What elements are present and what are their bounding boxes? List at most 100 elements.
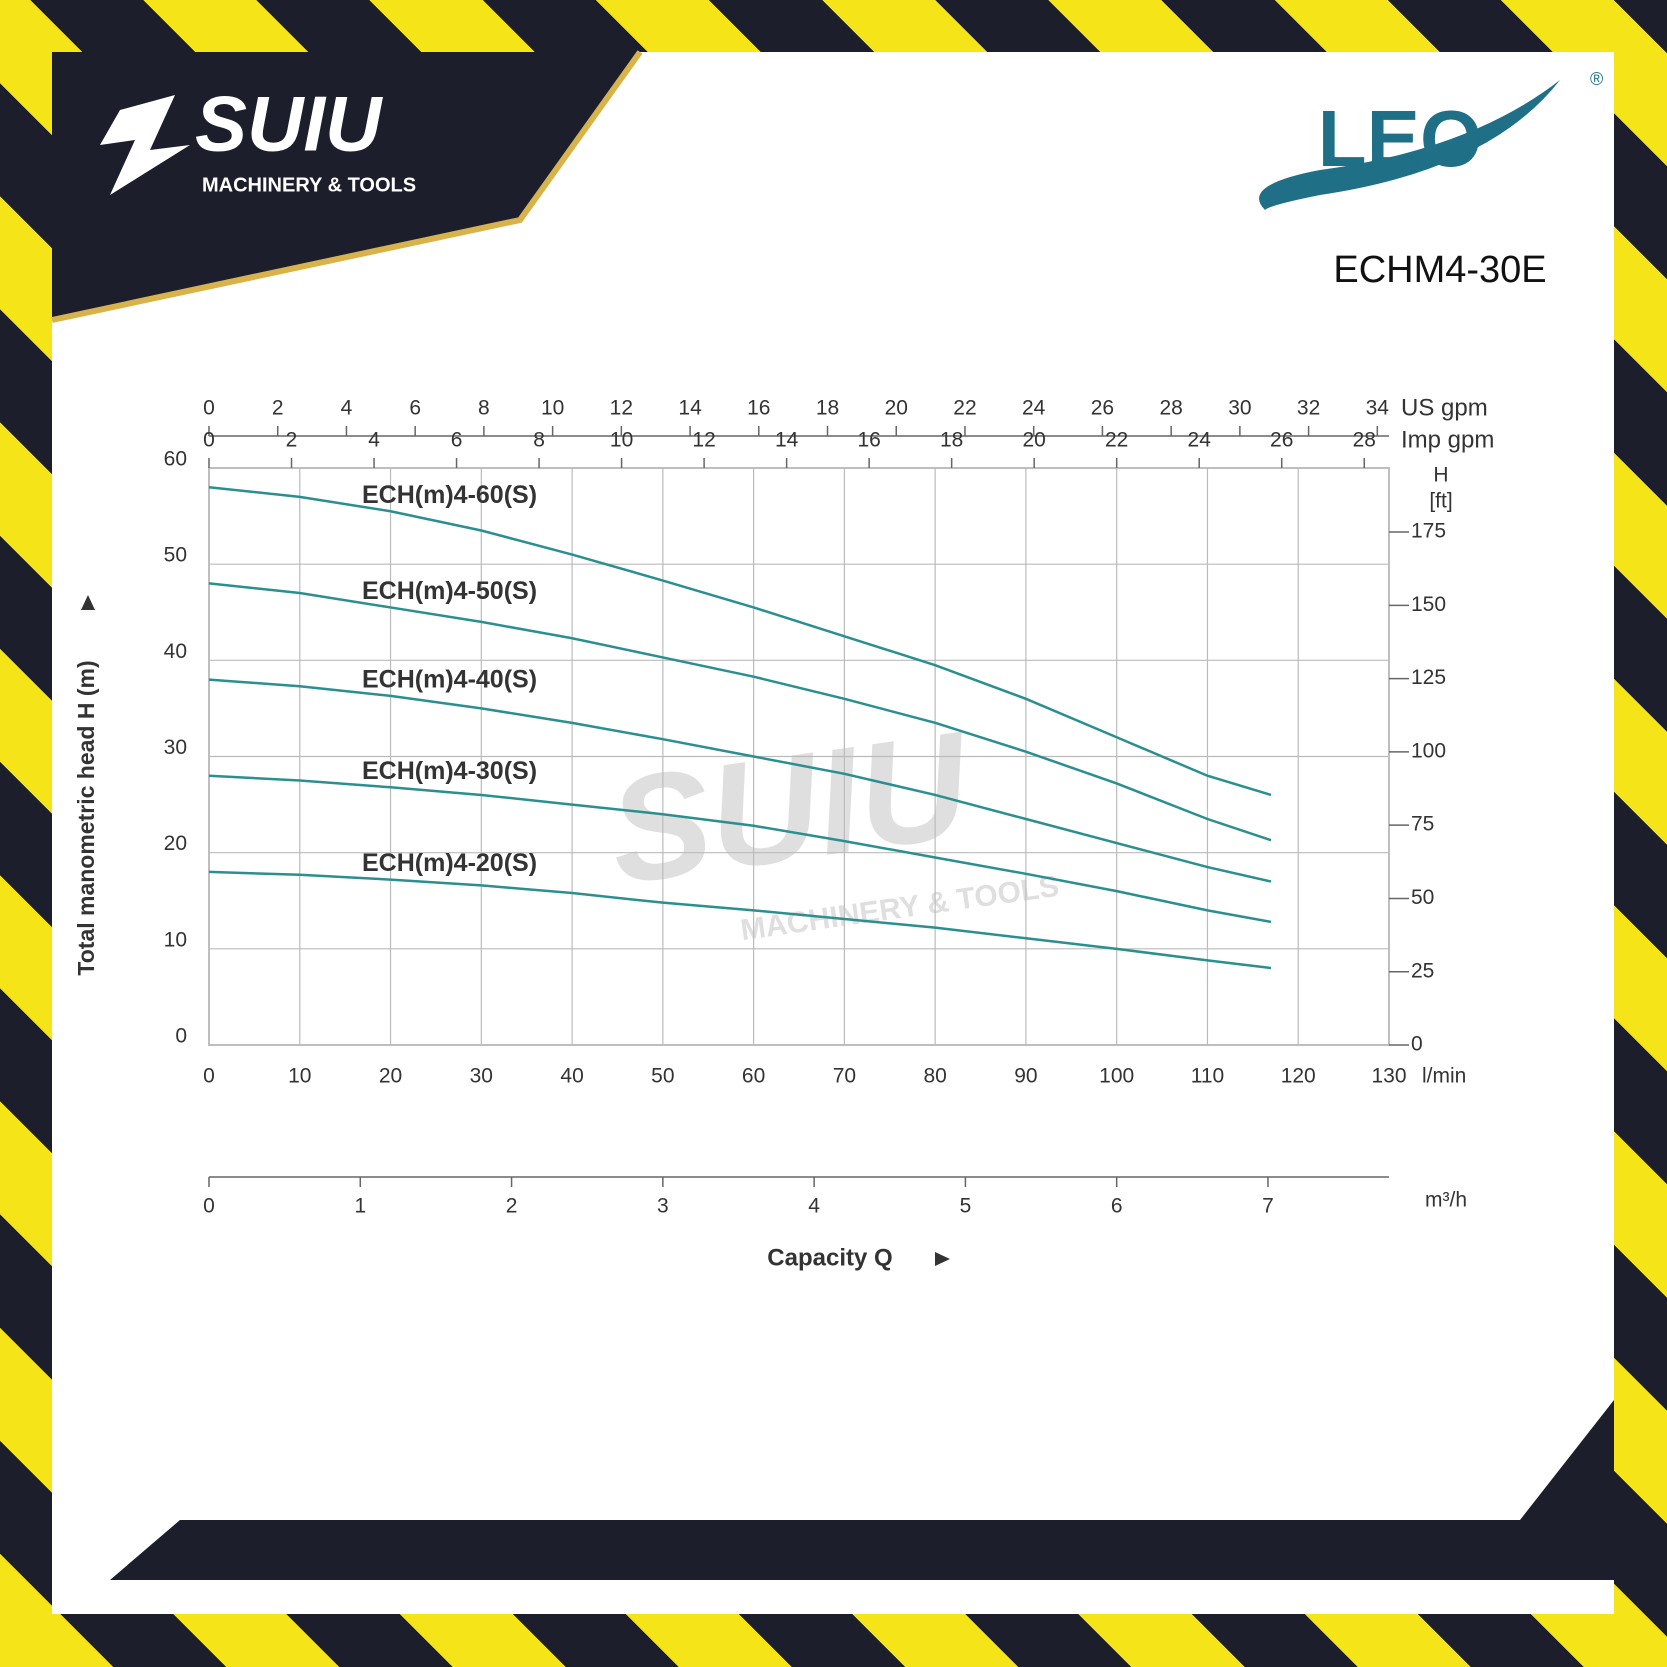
top-axis-tick-label: 12	[610, 397, 633, 420]
y2-tick-label: 0	[1411, 1033, 1423, 1056]
series-label: ECH(m)4-60(S)	[362, 481, 537, 509]
top-axis-tick-label: 24	[1022, 397, 1046, 420]
y-axis-title: Total manometric head H (m)	[73, 660, 99, 975]
y2-tick-label: 175	[1411, 520, 1446, 543]
y2-tick-label: 150	[1411, 593, 1446, 616]
top-axis-label: US gpm	[1401, 394, 1488, 421]
bottom-axis-tick-label: 3	[657, 1195, 669, 1218]
top-axis-tick-label: 0	[203, 397, 215, 420]
x-axis-arrow	[935, 1252, 950, 1266]
x-tick-label: 110	[1191, 1065, 1224, 1088]
top-axis-tick-label: 20	[1022, 429, 1045, 452]
bottom-banner	[110, 1400, 1614, 1580]
top-axis-tick-label: 0	[203, 429, 215, 452]
x-tick-label: 100	[1099, 1065, 1134, 1088]
x-tick-label: 30	[470, 1065, 493, 1088]
x-tick-label: 40	[560, 1065, 583, 1088]
top-axis-tick-label: 28	[1353, 429, 1376, 452]
top-axis-tick-label: 2	[286, 429, 298, 452]
x-tick-label: 90	[1014, 1065, 1037, 1088]
x-tick-label: 120	[1281, 1065, 1316, 1088]
top-axis-tick-label: 8	[533, 429, 545, 452]
bottom-axis-tick-label: 0	[203, 1195, 215, 1218]
y2-unit: [ft]	[1429, 490, 1452, 513]
series-label: ECH(m)4-40(S)	[362, 666, 537, 694]
series-line	[208, 870, 1272, 970]
y-tick-label: 40	[164, 640, 187, 663]
logo-name: LEO	[1318, 94, 1482, 183]
top-axis-tick-label: 4	[368, 429, 380, 452]
top-axis-tick-label: 22	[1105, 429, 1128, 452]
y2-tick-label: 25	[1411, 959, 1434, 982]
watermark: SUIU MACHINERY & TOOLS	[599, 699, 1061, 947]
top-axis-tick-label: 6	[451, 429, 463, 452]
y2-tick-label: 75	[1411, 813, 1434, 836]
top-axis-tick-label: 14	[678, 397, 702, 420]
x-unit: l/min	[1422, 1065, 1466, 1088]
x-tick-label: 80	[923, 1065, 946, 1088]
bottom-axis-tick-label: 4	[808, 1195, 820, 1218]
series-label: ECH(m)4-50(S)	[362, 577, 537, 605]
top-axis-tick-label: 14	[775, 429, 799, 452]
top-axis-tick-label: 12	[692, 429, 715, 452]
top-axis-tick-label: 18	[940, 429, 963, 452]
top-axis-tick-label: 10	[541, 397, 564, 420]
y-tick-label: 20	[164, 832, 187, 855]
top-axis-tick-label: 20	[885, 397, 908, 420]
x-tick-label: 50	[651, 1065, 674, 1088]
model-name: ECHM4-30E	[1333, 249, 1546, 291]
top-axis-label: Imp gpm	[1401, 426, 1494, 453]
top-axis-tick-label: 26	[1091, 397, 1114, 420]
bottom-axis-tick-label: 5	[960, 1195, 972, 1218]
panel	[52, 52, 1614, 1614]
series-line	[208, 485, 1272, 797]
y2-tick-label: 50	[1411, 886, 1434, 909]
logo-banner	[52, 52, 640, 320]
y2-tick-label: 125	[1411, 666, 1446, 689]
bottom-axis-tick-label: 6	[1111, 1195, 1123, 1218]
top-axis-tick-label: 34	[1366, 397, 1390, 420]
y2-label: H	[1433, 464, 1448, 487]
top-axis-tick-label: 32	[1297, 397, 1320, 420]
top-axis-tick-label: 4	[341, 397, 353, 420]
x-tick-label: 60	[742, 1065, 765, 1088]
bottom-axis-tick-label: 7	[1262, 1195, 1274, 1218]
top-axis-tick-label: 2	[272, 397, 284, 420]
series-label: ECH(m)4-30(S)	[362, 757, 537, 785]
gold-edge	[51, 50, 643, 323]
y-axis-arrow	[81, 595, 95, 610]
x-tick-label: 10	[288, 1065, 311, 1088]
x-tick-label: 20	[379, 1065, 402, 1088]
x-tick-label: 70	[833, 1065, 856, 1088]
top-axis-tick-label: 6	[409, 397, 421, 420]
top-axis-tick-label: 16	[857, 429, 880, 452]
logo-swoosh	[1259, 80, 1560, 210]
series-line	[208, 678, 1272, 883]
y-tick-label: 10	[164, 928, 187, 951]
top-axis-tick-label: 26	[1270, 429, 1293, 452]
top-axis-tick-label: 24	[1188, 429, 1212, 452]
brand-tagline: MACHINERY & TOOLS	[202, 174, 416, 196]
watermark-name: SUIU	[599, 699, 981, 916]
series-label: ECH(m)4-20(S)	[362, 849, 537, 877]
top-axis-tick-label: 18	[816, 397, 839, 420]
logo-mark: ®	[1590, 69, 1603, 89]
top-axis-tick-label: 28	[1159, 397, 1182, 420]
x-tick-label: 0	[203, 1065, 215, 1088]
top-axis-tick-label: 10	[610, 429, 633, 452]
y-tick-label: 50	[164, 544, 187, 567]
brand-name: SUIU	[195, 80, 383, 168]
top-axis-tick-label: 22	[953, 397, 976, 420]
bolt-icon	[100, 95, 190, 195]
bottom-axis-label: m³/h	[1425, 1189, 1467, 1212]
top-axis-tick-label: 8	[478, 397, 490, 420]
y-tick-label: 60	[164, 448, 187, 471]
top-axis-tick-label: 16	[747, 397, 770, 420]
bottom-axis-tick-label: 2	[506, 1195, 518, 1218]
y2-tick-label: 100	[1411, 739, 1446, 762]
x-tick-label: 130	[1371, 1065, 1406, 1088]
series-line	[208, 774, 1272, 924]
y-tick-label: 0	[175, 1025, 187, 1048]
